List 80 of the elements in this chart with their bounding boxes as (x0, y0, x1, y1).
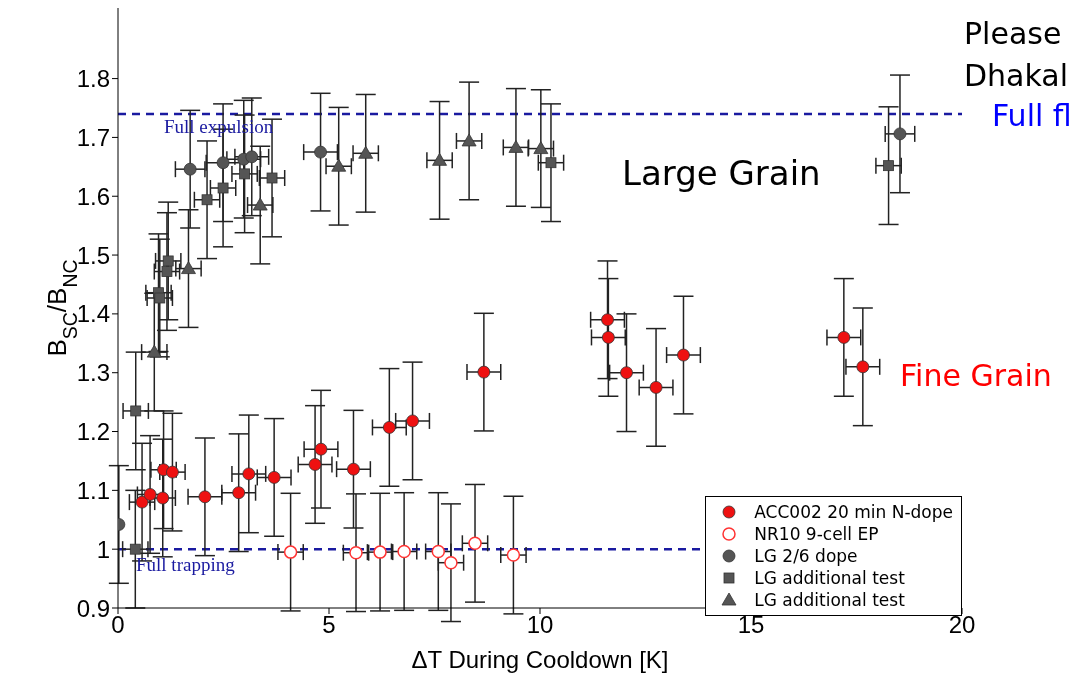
point (217, 182, 229, 194)
y-tick-label: 1.1 (76, 476, 110, 504)
point (432, 152, 447, 166)
point (461, 133, 477, 147)
point (166, 465, 179, 479)
point (162, 255, 174, 267)
x-tick-label: 20 (948, 611, 976, 639)
annotation: Large Grain (622, 153, 821, 193)
point (232, 486, 246, 500)
point (283, 545, 298, 559)
point (143, 488, 157, 501)
point (477, 365, 491, 379)
point (154, 292, 166, 304)
point (883, 160, 894, 172)
x-axis-title: ΔT During Cooldown [K] (411, 646, 669, 673)
y-tick-label: 1.5 (76, 241, 110, 269)
y-tick-label: 1.6 (76, 182, 110, 210)
point (431, 544, 446, 559)
point (216, 156, 230, 170)
point (856, 360, 870, 374)
point (444, 555, 458, 570)
point (183, 162, 197, 176)
point (135, 495, 149, 509)
point (382, 421, 396, 434)
x-tick-label: 5 (322, 611, 336, 639)
point (130, 405, 142, 417)
point (649, 381, 663, 394)
point (201, 194, 213, 206)
point (146, 344, 162, 358)
point (468, 536, 482, 551)
point (129, 543, 141, 555)
point (239, 168, 250, 180)
point (156, 491, 170, 505)
legend-label: NR10 9-cell EP (754, 524, 879, 544)
x-tick-label: 10 (526, 611, 554, 639)
y-tick-label: 1 (96, 535, 110, 563)
point (314, 442, 328, 456)
point (533, 141, 549, 154)
point (181, 261, 196, 274)
point (677, 348, 690, 362)
point (620, 366, 633, 380)
point (308, 458, 322, 471)
point (545, 157, 557, 169)
point (508, 140, 524, 153)
point (314, 145, 327, 159)
point (266, 172, 278, 184)
text: Full fl (992, 98, 1072, 133)
point (406, 414, 419, 428)
y-tick-label: 0.9 (76, 594, 110, 622)
text: Please (964, 16, 1062, 51)
ref-line-label: Full trapping (136, 554, 236, 576)
y-tick-label: 1.7 (76, 123, 110, 151)
point (601, 313, 614, 327)
legend-label: LG 2/6 dope (754, 546, 858, 566)
point (837, 331, 851, 344)
y-tick-label: 1.8 (76, 65, 110, 93)
y-tick-label: 1.2 (76, 418, 110, 446)
point (198, 490, 212, 504)
point (893, 127, 907, 141)
legend-label: LG additional test (754, 568, 905, 588)
point (601, 331, 615, 344)
point (349, 545, 363, 560)
point (242, 467, 256, 481)
legend-label: LG additional test (754, 590, 905, 610)
x-tick-label: 15 (737, 611, 765, 639)
point (358, 145, 374, 159)
point (347, 462, 360, 476)
text: Dhakal (964, 58, 1069, 93)
point (252, 197, 268, 211)
point (161, 266, 173, 277)
point (397, 544, 411, 559)
point (267, 471, 281, 484)
point (331, 158, 347, 172)
legend-label: ACC002 20 min N-dope (754, 502, 953, 522)
x-tick-label: 0 (111, 611, 125, 639)
annotation: Fine Grain (900, 358, 1052, 393)
point (506, 548, 521, 562)
point (245, 150, 259, 164)
y-tick-label: 1.3 (76, 359, 110, 387)
point (373, 545, 387, 559)
